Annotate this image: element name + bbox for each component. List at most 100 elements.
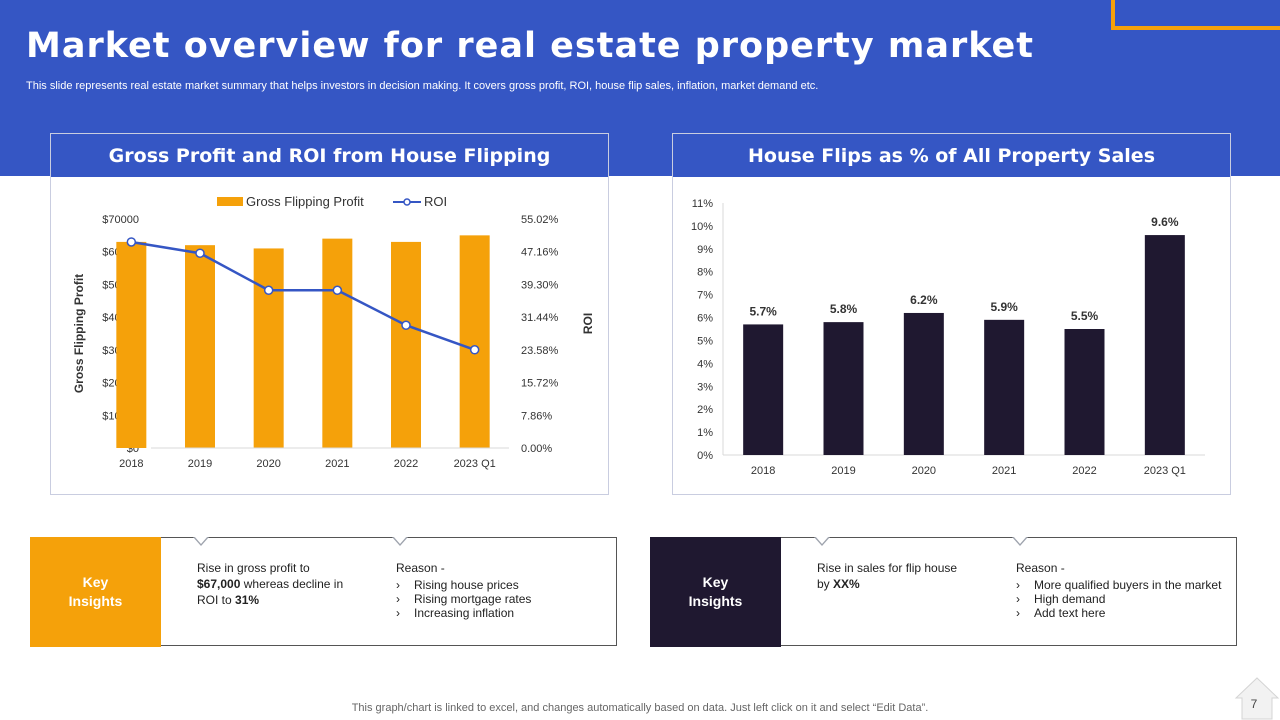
bar-house-flips [903,312,944,455]
y-tick-label-right: 55.02% [521,214,559,226]
chart-panel-house-flips: House Flips as % of All Property Sales 0… [672,133,1231,495]
data-label: 6.2% [910,293,938,307]
data-label: 9.6% [1151,215,1179,229]
y-tick-label: 7% [697,290,713,302]
reason-item: High demand [1016,592,1231,606]
y-axis-label-left: Gross Flipping Profit [72,274,86,393]
bar-gross-profit [459,235,490,448]
legend-label-profit: Gross Flipping Profit [246,194,364,209]
reason-block-2: Reason - More qualified buyers in the ma… [1016,560,1231,620]
x-tick-label: 2021 [325,458,349,470]
point-roi [469,345,480,355]
key-insights-text: Key Insights [68,574,123,609]
insight-text-part: Rise in gross profit to [197,561,310,575]
x-tick-label: 2021 [992,465,1016,477]
corner-accent [1111,0,1280,30]
key-insights-label-1: Key Insights [30,537,161,647]
page-title: Market overview for real estate property… [26,26,1035,66]
page-subtitle: This slide represents real estate market… [26,80,819,92]
x-tick-label: 2023 Q1 [1144,465,1186,477]
x-tick-label: 2022 [394,458,418,470]
x-tick-label: 2018 [751,465,775,477]
gross-profit-roi-chart[interactable]: Gross Flipping ProfitROI$0$10000$20000$3… [51,177,608,494]
page-number: 7 [1250,697,1258,711]
bar-house-flips [984,319,1025,455]
bar-house-flips [743,324,784,455]
reason-item: Rising house prices [396,578,611,592]
legend-swatch-profit [217,197,243,206]
line-roi [131,240,476,351]
house-flips-chart[interactable]: 0% 1% 2% 3% 4% 5% 6% 7% 8% 9% 10% 11% 5.7% 2018 5.8% 20… [673,177,1230,494]
point-roi [195,248,205,258]
reason-item: More qualified buyers in the market [1016,578,1231,592]
y-tick-label-right: 39.30% [521,279,559,291]
x-tick-label: 2019 [188,458,212,470]
x-tick-label: 2018 [119,458,143,470]
y-tick-label: 4% [697,358,713,370]
y-tick-label-right: 7.86% [521,410,552,422]
bar-house-flips [1144,235,1185,455]
reason-title: Reason - [1016,561,1065,575]
x-tick-label: 2019 [831,465,855,477]
chart-title-house-flips: House Flips as % of All Property Sales [673,134,1230,177]
insight-text-part: whereas decline in ROI to [197,577,344,607]
notch-marker [193,536,209,546]
notch-marker [1012,536,1028,546]
insight-box-2: Key Insights Rise in sales for flip hous… [650,536,1237,647]
insight-highlight: XX% [833,577,860,591]
y-tick-label-right: 0.00% [521,443,552,455]
x-tick-label: 2022 [1072,465,1096,477]
point-roi [126,237,137,247]
bar-gross-profit [185,245,215,448]
point-roi [263,285,274,296]
chart-panel-gross-profit: Gross Profit and ROI from House Flipping… [50,133,609,495]
y-tick-label-left: $70000 [102,214,139,226]
data-label: 5.9% [990,300,1018,314]
y-tick-label: 9% [697,244,713,256]
key-insights-text: Key Insights [688,574,743,609]
reason-item: Rising mortgage rates [396,592,611,606]
x-tick-label: 2020 [912,465,936,477]
insight-highlight: 31% [235,593,260,607]
reason-item: Increasing inflation [396,606,611,620]
y-tick-label-right: 15.72% [521,378,559,390]
reason-list: Rising house prices Rising mortgage rate… [396,578,611,620]
data-label: 5.8% [830,302,858,316]
y-tick-label: 1% [697,427,713,439]
reason-block-1: Reason - Rising house prices Rising mort… [396,560,611,620]
insight-text-1: Rise in gross profit to $67,000 whereas … [197,560,347,608]
bar-gross-profit [116,241,147,448]
y-axis-label-right: ROI [581,313,595,334]
x-tick-label: 2020 [256,458,280,470]
notch-marker [392,536,408,546]
bar-gross-profit [391,241,421,448]
y-tick-label: 0% [697,450,713,462]
home-icon[interactable] [1234,676,1280,720]
x-tick-label: 2023 Q1 [454,458,496,470]
bar-house-flips [823,322,864,455]
insight-text-part: Rise in sales for flip house by [817,561,958,591]
y-tick-label-right: 31.44% [521,312,559,324]
chart-title-gross-profit: Gross Profit and ROI from House Flipping [51,134,608,177]
bar-gross-profit [253,248,284,448]
y-tick-label: 2% [697,404,713,416]
notch-marker [814,536,830,546]
y-tick-label: 6% [697,313,713,325]
y-tick-label-right: 47.16% [521,247,559,259]
y-tick-label: 10% [691,221,713,233]
insight-text-2: Rise in sales for flip house by XX% [817,560,967,592]
reason-item: Add text here [1016,606,1231,620]
y-tick-label: 3% [697,381,713,393]
bar-gross-profit [322,238,353,448]
insight-highlight: $67,000 [197,577,241,591]
insight-box-1: Key Insights Rise in gross profit to $67… [30,536,617,647]
key-insights-label-2: Key Insights [650,537,781,647]
data-label: 5.5% [1071,309,1099,323]
y-tick-label: 5% [697,335,713,347]
footer-note: This graph/chart is linked to excel, and… [351,702,929,714]
point-roi [401,320,411,330]
data-label: 5.7% [749,304,777,318]
reason-title: Reason - [396,561,445,575]
y-tick-label: 8% [697,267,713,279]
legend-marker-roi [403,198,411,206]
